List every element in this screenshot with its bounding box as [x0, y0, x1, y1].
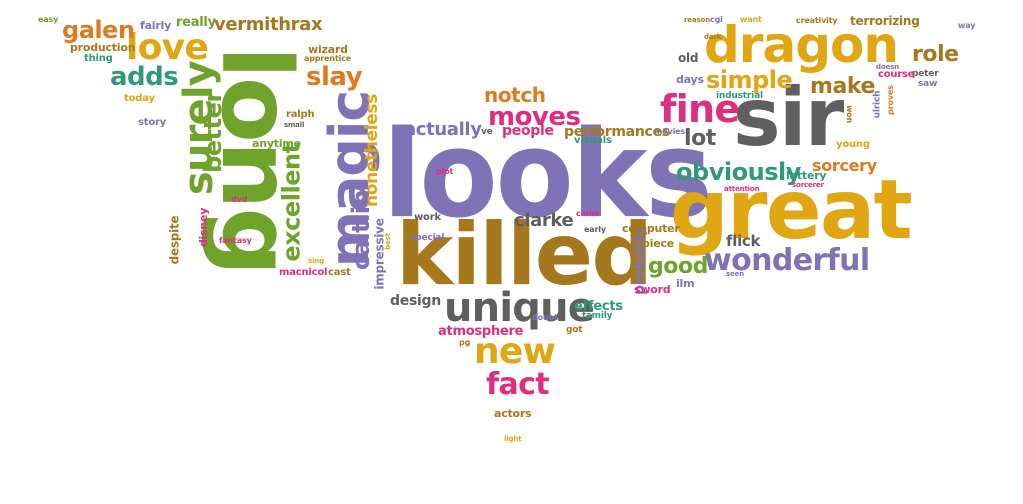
word-lottery: lottery	[786, 169, 827, 182]
word-fairly: fairly	[140, 19, 172, 32]
word-come: come	[576, 209, 600, 218]
word-ulrich: ulrich	[872, 90, 883, 119]
word-way: way	[958, 21, 976, 30]
word-love: love	[126, 27, 209, 68]
word-disney: disney	[197, 207, 211, 248]
word-fine: fine	[660, 87, 740, 131]
word-pg: pg	[459, 338, 471, 347]
word-want: want	[740, 15, 762, 24]
word-despite: despite	[167, 215, 182, 265]
word-better: better	[198, 91, 227, 173]
word-doesn: doesn	[876, 63, 900, 71]
word-killed: killed	[396, 205, 653, 305]
word-adds: adds	[110, 62, 179, 92]
word-movies: movies	[654, 127, 686, 136]
word-apprentice: apprentice	[304, 54, 352, 63]
word-lot: lot	[684, 126, 716, 151]
word-today: today	[124, 93, 155, 104]
word-visuals: visuals	[574, 135, 612, 146]
word-sing: sing	[308, 257, 325, 265]
word-performances: performances	[564, 124, 670, 140]
word-actors: actors	[494, 407, 532, 420]
word-reason: reason	[684, 16, 711, 24]
word-role: role	[912, 42, 959, 67]
word-macnicol: macnicol	[279, 267, 328, 278]
word-ilm: ilm	[676, 277, 695, 290]
word-clarke: clarke	[514, 210, 574, 231]
word-small: small	[284, 121, 305, 129]
word-good: good	[648, 254, 708, 279]
word-ralph: ralph	[286, 109, 315, 120]
word-young: young	[836, 139, 870, 150]
word-sorcery: sorcery	[812, 156, 877, 175]
word-moves: moves	[488, 102, 581, 132]
word-early: early	[584, 225, 606, 234]
word-doubt: doubt	[532, 313, 558, 322]
word-obviously: obviously	[676, 158, 801, 186]
word-course: course	[878, 69, 915, 80]
word-unique: unique	[444, 285, 595, 331]
word-ve: ve	[481, 127, 493, 137]
word-wonderful: wonderful	[704, 243, 870, 278]
word-days: days	[676, 73, 704, 86]
word-dvd: dvd	[231, 195, 248, 204]
word-production: production	[70, 41, 136, 54]
word-old: old	[678, 51, 699, 65]
word-proves: proves	[885, 85, 895, 115]
word-really: really	[176, 15, 216, 30]
word-dark: dark	[704, 33, 722, 41]
word-cast: cast	[328, 267, 351, 278]
word-sir: sir	[733, 71, 844, 164]
word-won: won	[845, 104, 855, 124]
word-vermithrax: vermithrax	[214, 14, 323, 35]
word-creativity: creativity	[796, 16, 838, 25]
word-industrial: industrial	[716, 91, 763, 101]
word-simple: simple	[706, 66, 793, 94]
word-slay: slay	[306, 62, 363, 92]
word-terrorizing: terrorizing	[850, 14, 920, 28]
word-dragon: dragon	[704, 16, 899, 74]
word-impressive: impressive	[372, 218, 387, 290]
word-people: people	[502, 123, 554, 139]
word-computer: computer	[622, 222, 680, 235]
word-effects: effects	[574, 299, 623, 314]
word-excellent: excellent	[277, 142, 306, 262]
word-anytime: anytime	[252, 137, 301, 150]
word-special: special	[410, 233, 445, 243]
word-plot: plot	[436, 167, 454, 176]
word-piece: piece	[642, 237, 674, 250]
word-new: new	[474, 331, 556, 372]
word-sorcerer: sorcerer	[792, 181, 824, 189]
word-design: design	[390, 293, 441, 309]
word-family: family	[582, 311, 613, 321]
word-atmosphere: atmosphere	[438, 324, 524, 339]
word-light: light	[504, 435, 522, 443]
word-great: great	[670, 163, 913, 258]
word-best: best	[383, 233, 392, 250]
word-notch: notch	[484, 83, 546, 107]
word-fact: fact	[486, 367, 550, 402]
word-galen: galen	[62, 16, 135, 44]
word-story: story	[138, 117, 167, 128]
word-nonetheless: nonetheless	[362, 93, 383, 208]
word-work: work	[414, 212, 441, 223]
word-attention: attention	[724, 185, 760, 193]
word-sword: sword	[634, 283, 671, 296]
word-thing: thing	[84, 53, 113, 64]
word-make: make	[810, 74, 875, 99]
word-got: got	[566, 325, 583, 335]
word-actually: actually	[404, 119, 482, 140]
word-wizard: wizard	[308, 43, 348, 56]
word-looks: looks	[382, 106, 713, 245]
word-time: time	[686, 185, 704, 193]
word-easy: easy	[38, 15, 59, 24]
word-peter: peter	[912, 69, 939, 79]
word-saw: saw	[918, 79, 938, 89]
word-seen: seen	[726, 270, 745, 278]
word-flick: flick	[726, 232, 761, 250]
word-fantasy: fantasy	[219, 236, 252, 245]
word-cgi: cgi	[710, 15, 723, 24]
